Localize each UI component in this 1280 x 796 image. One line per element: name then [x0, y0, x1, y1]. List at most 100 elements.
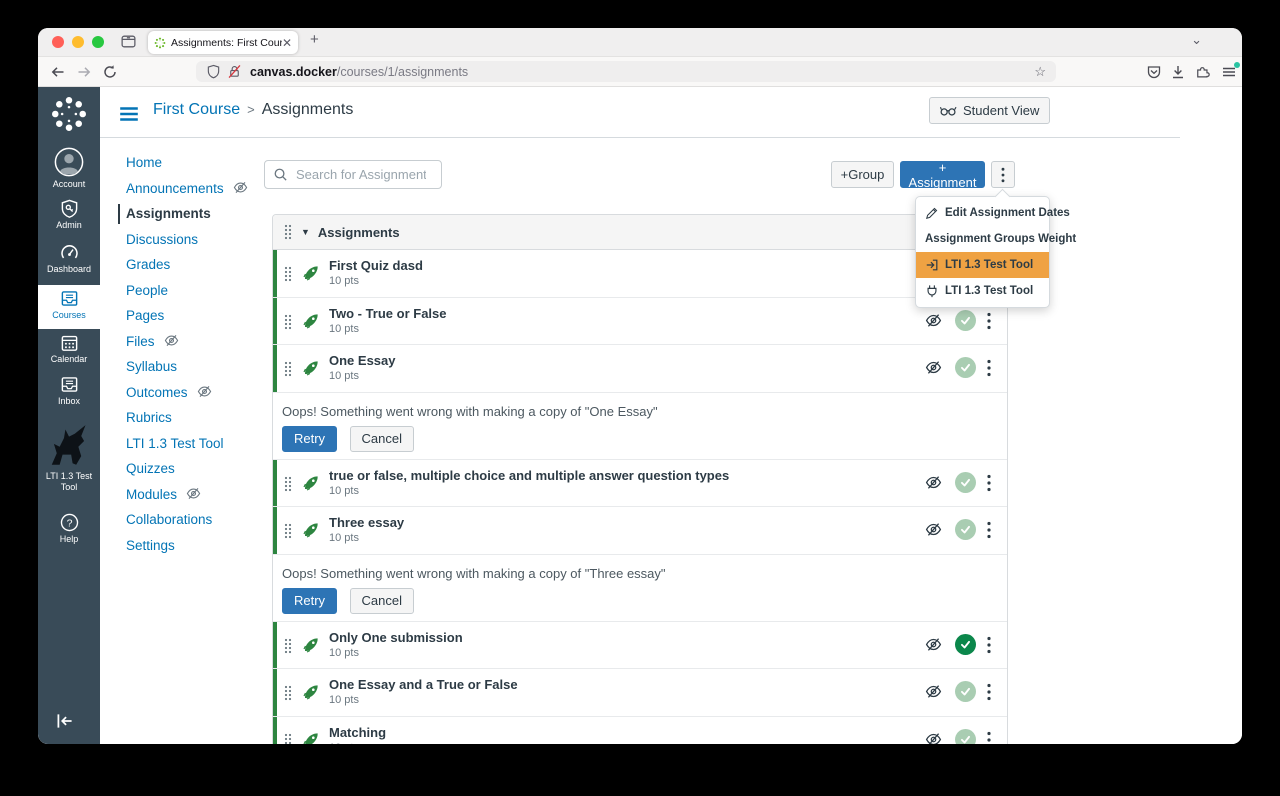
bookmark-star-icon[interactable]: ☆ [1034, 63, 1046, 79]
row-options-kebab-icon[interactable] [987, 731, 991, 745]
assignment-title-link[interactable]: One Essay [329, 353, 396, 368]
student-view-button[interactable]: Student View [929, 97, 1051, 124]
assignment-title-link[interactable]: Two - True or False [329, 305, 447, 321]
cancel-button[interactable]: Cancel [349, 425, 414, 452]
published-check-icon[interactable] [955, 728, 976, 744]
course-nav-assignments[interactable]: Assignments [118, 201, 248, 227]
assignment-title-link[interactable]: First Quiz dasd [329, 258, 423, 273]
row-options-kebab-icon[interactable] [987, 521, 991, 539]
traffic-light-close-button[interactable] [52, 36, 64, 48]
course-nav-settings[interactable]: Settings [126, 537, 175, 553]
downloads-icon[interactable] [1168, 62, 1188, 82]
course-nav-home[interactable]: Home [126, 155, 163, 170]
global-nav-dashboard[interactable]: Dashboard [38, 243, 100, 275]
global-nav-inbox[interactable]: Inbox [38, 375, 100, 407]
drag-handle-icon[interactable] [283, 732, 293, 745]
course-nav-syllabus[interactable]: Syllabus [126, 359, 178, 374]
drag-handle-icon[interactable] [283, 684, 293, 702]
row-options-kebab-icon[interactable] [987, 683, 991, 701]
global-nav-courses[interactable]: Courses [38, 285, 100, 329]
collapse-sidebar-icon[interactable] [54, 710, 76, 732]
global-nav-admin[interactable]: Admin [38, 199, 100, 231]
course-nav-collaborations[interactable]: Collaborations [126, 512, 213, 527]
tab-list-chevron-icon[interactable]: ⌄ [1191, 32, 1202, 47]
tab-manager-icon[interactable] [120, 33, 137, 50]
course-nav-toggle-icon[interactable] [118, 103, 140, 125]
course-nav-outcomes[interactable]: Outcomes [126, 380, 248, 406]
published-check-icon[interactable] [955, 309, 976, 331]
assignment-title-link[interactable]: Matching [329, 724, 387, 740]
visibility-off-icon[interactable] [925, 474, 942, 491]
retry-button[interactable]: Retry [282, 425, 338, 452]
visibility-off-icon[interactable] [925, 636, 942, 653]
drag-handle-icon[interactable] [283, 313, 293, 331]
course-nav-pages[interactable]: Pages [126, 308, 165, 323]
published-check-icon[interactable] [955, 519, 976, 540]
canvas-app: Account Admin Dashboard Courses Calendar [38, 87, 1242, 744]
assignment-title-link[interactable]: Only One submission [329, 629, 463, 645]
forward-button[interactable] [74, 62, 94, 82]
published-check-icon[interactable] [955, 357, 976, 378]
course-nav: Home Announcements Assignments Discussio… [118, 150, 248, 558]
visibility-off-icon[interactable] [925, 521, 942, 538]
add-group-button[interactable]: +Group [831, 161, 894, 188]
course-nav-lti-test-tool[interactable]: LTI 1.3 Test Tool [126, 435, 224, 451]
retry-button[interactable]: Retry [282, 587, 338, 614]
row-options-kebab-icon[interactable] [987, 636, 991, 654]
traffic-light-minimize-button[interactable] [72, 36, 84, 48]
insecure-lock-icon[interactable] [227, 64, 242, 79]
add-assignment-button[interactable]: + Assignment [900, 160, 985, 190]
published-check-icon[interactable] [955, 471, 976, 493]
course-nav-rubrics[interactable]: Rubrics [126, 410, 172, 425]
visibility-off-icon[interactable] [925, 359, 942, 376]
visibility-off-icon[interactable] [925, 312, 942, 329]
drag-handle-icon[interactable] [283, 265, 293, 283]
assignment-title-link[interactable]: true or false, multiple choice and multi… [329, 467, 730, 483]
back-button[interactable] [48, 62, 68, 82]
course-nav-files[interactable]: Files [126, 329, 248, 355]
tracking-protection-shield-icon[interactable] [206, 64, 221, 79]
menu-item-edit-assignment-dates[interactable]: Edit Assignment Dates [916, 200, 1070, 226]
browser-tab[interactable]: Assignments: First Course ✕ [148, 31, 298, 54]
drag-handle-icon[interactable] [283, 637, 293, 655]
row-options-kebab-icon[interactable] [987, 359, 991, 377]
collapse-caret-icon[interactable]: ▼ [301, 227, 310, 237]
course-nav-grades[interactable]: Grades [126, 257, 171, 272]
assignment-title-link[interactable]: One Essay and a True or False [329, 677, 518, 692]
course-nav-discussions[interactable]: Discussions [126, 231, 199, 247]
global-nav-account[interactable]: Account [38, 147, 100, 190]
visibility-off-icon[interactable] [925, 731, 942, 745]
drag-handle-icon[interactable] [283, 475, 293, 493]
course-nav-announcements[interactable]: Announcements [126, 176, 248, 202]
drag-handle-icon[interactable] [283, 522, 293, 540]
published-check-icon[interactable] [955, 633, 976, 655]
assignments-options-kebab-button[interactable] [991, 161, 1015, 188]
cancel-button[interactable]: Cancel [349, 587, 414, 614]
reload-button[interactable] [100, 62, 120, 82]
visibility-off-icon[interactable] [925, 683, 942, 700]
traffic-light-zoom-button[interactable] [92, 36, 104, 48]
menu-item-assignment-groups-weight[interactable]: Assignment Groups Weight [916, 226, 1076, 252]
url-bar[interactable]: canvas.docker/courses/1/assignments ☆ [196, 61, 1056, 82]
course-nav-people[interactable]: People [126, 282, 169, 298]
new-tab-button[interactable]: + [310, 31, 319, 48]
course-nav-quizzes[interactable]: Quizzes [126, 461, 175, 476]
pocket-icon[interactable] [1144, 62, 1164, 82]
drag-handle-icon[interactable] [283, 223, 293, 241]
row-options-kebab-icon[interactable] [987, 312, 991, 330]
drag-handle-icon[interactable] [283, 360, 293, 378]
search-input[interactable] [294, 166, 428, 183]
assignment-title-link[interactable]: Three essay [329, 515, 405, 530]
global-nav-help[interactable]: Help [38, 513, 100, 545]
canvas-logo[interactable] [38, 95, 100, 135]
global-nav-lti-tool[interactable]: LTI 1.3 Test Tool [38, 423, 100, 493]
extensions-icon[interactable] [1193, 62, 1213, 82]
global-nav-calendar[interactable]: Calendar [38, 333, 100, 365]
course-nav-modules[interactable]: Modules [126, 482, 248, 508]
tab-close-icon[interactable]: ✕ [281, 35, 292, 50]
menu-item-lti-test-tool-plug[interactable]: LTI 1.3 Test Tool [916, 278, 1049, 304]
menu-item-lti-test-tool-launch[interactable]: LTI 1.3 Test Tool [916, 252, 1049, 278]
published-check-icon[interactable] [955, 681, 976, 702]
row-options-kebab-icon[interactable] [987, 474, 991, 492]
breadcrumb-course-link[interactable]: First Course [153, 101, 241, 118]
